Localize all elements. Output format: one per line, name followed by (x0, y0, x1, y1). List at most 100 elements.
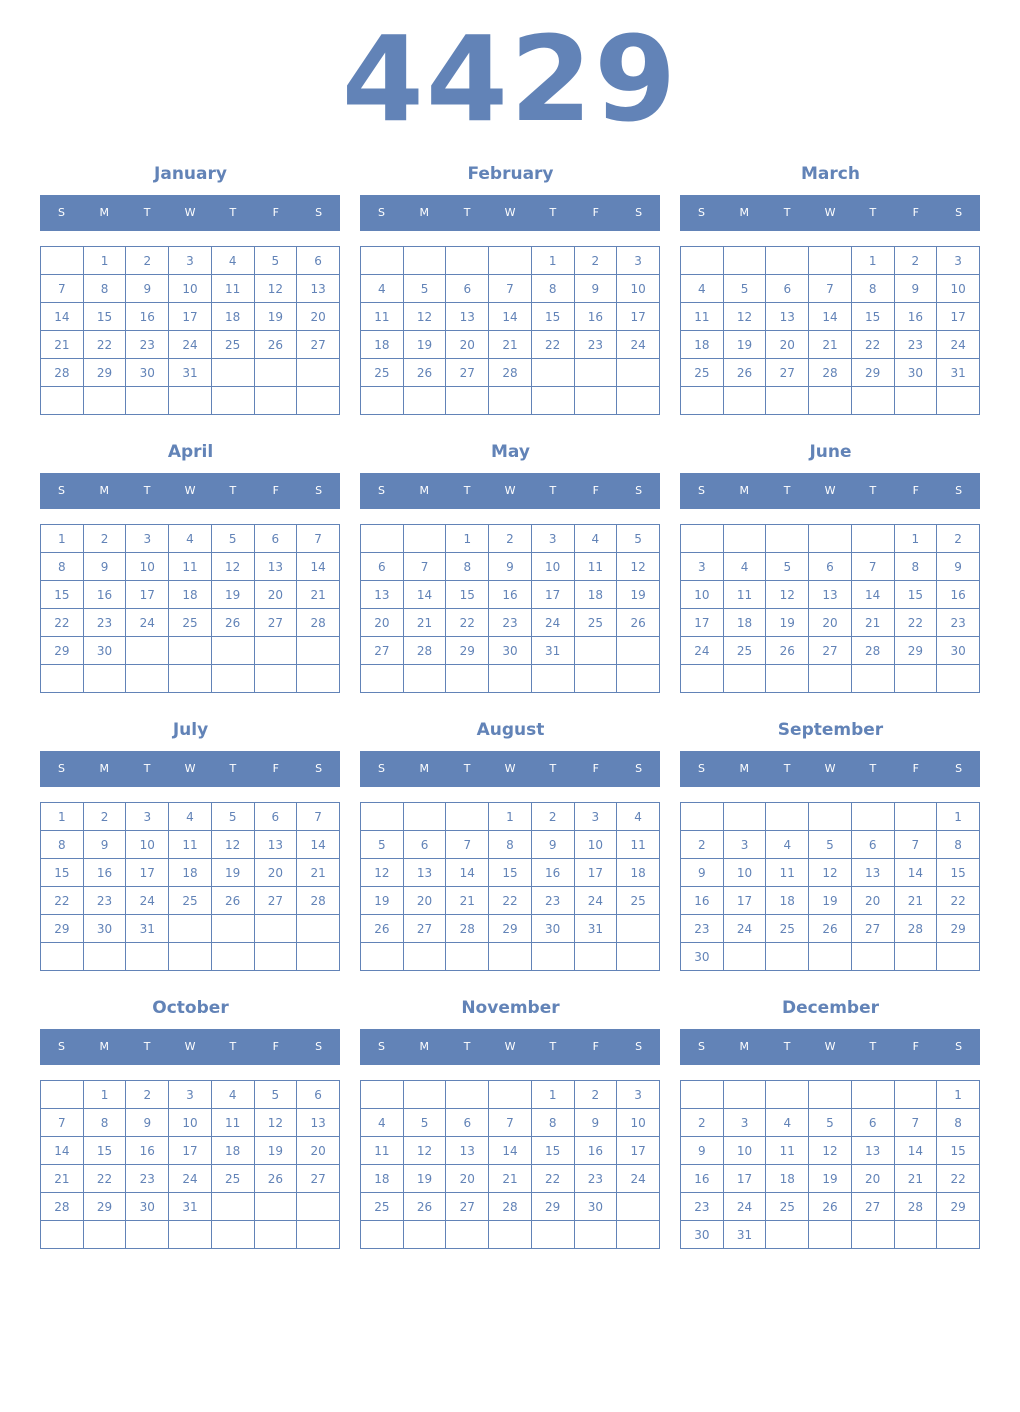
day-grid: 1 2 3 4 5 6 7 8 9 10 11 12 13 14 15 16 17 18 19 20 21 22 23 24 2… (40, 524, 340, 693)
weekday-label: M (419, 1040, 430, 1053)
day-cell (808, 1080, 852, 1109)
weekday-label: T (869, 1040, 877, 1053)
day-cell (530, 664, 575, 693)
day-cell: 8 (40, 830, 84, 859)
weekday-label: T (229, 1040, 237, 1053)
week-row: 21 22 23 24 25 26 27 (40, 1164, 340, 1193)
day-cell: 3 (936, 246, 980, 275)
weekday-label: S (955, 484, 963, 497)
day-cell (125, 636, 170, 665)
day-cell: 10 (616, 274, 660, 303)
day-cell: 5 (253, 1080, 298, 1109)
day-cell: 14 (40, 302, 84, 331)
day-cell: 7 (488, 1108, 532, 1137)
day-cell: 24 (722, 914, 767, 943)
day-cell (850, 942, 895, 971)
day-cell: 15 (936, 1136, 980, 1165)
week-row (40, 1220, 340, 1249)
day-cell: 27 (253, 886, 298, 915)
day-cell: 1 (82, 246, 127, 275)
day-grid: 1 2 3 4 5 6 7 8 9 10 11 12 13 14 15 16 17 18 19 20 21 22 23 24 2… (680, 802, 980, 971)
weekday-label: W (824, 484, 836, 497)
day-grid: 1 2 3 4 5 6 7 8 9 10 11 12 13 14 15 16 17 18 19 20 21 22 23 24 2… (360, 524, 660, 693)
day-cell: 2 (936, 524, 980, 553)
day-cell (210, 664, 255, 693)
weekday-label: T (783, 762, 791, 775)
day-cell: 7 (893, 1108, 938, 1137)
day-cell: 12 (360, 858, 404, 887)
day-cell: 21 (850, 608, 895, 637)
day-cell: 15 (488, 858, 532, 887)
weekday-label: T (143, 762, 151, 775)
day-cell: 21 (296, 858, 340, 887)
week-row: 4 5 6 7 8 9 10 (680, 274, 980, 303)
day-grid: 1 2 3 4 5 6 7 8 9 10 11 12 13 14 15 16 17 18 19 20 21 22 23 24 2… (40, 1080, 340, 1249)
day-cell: 1 (488, 802, 532, 831)
weekday-label: F (272, 206, 279, 219)
month-name: November (461, 998, 560, 1018)
day-cell: 5 (253, 246, 298, 275)
month-name: October (152, 998, 229, 1018)
day-cell: 29 (40, 636, 84, 665)
day-cell: 18 (360, 1164, 404, 1193)
day-cell: 1 (530, 246, 575, 275)
day-cell: 16 (680, 1164, 724, 1193)
day-cell: 26 (808, 1192, 852, 1221)
day-cell (722, 942, 767, 971)
week-row (40, 664, 340, 693)
day-cell (125, 386, 170, 415)
weekday-label: T (463, 1040, 471, 1053)
day-cell: 6 (808, 552, 852, 581)
week-row: 28 29 30 31 (40, 1192, 340, 1221)
week-row: 22 23 24 25 26 27 28 (40, 608, 340, 637)
day-cell (573, 1220, 618, 1249)
day-cell: 20 (765, 330, 810, 359)
day-cell: 17 (125, 858, 170, 887)
day-cell: 23 (680, 1192, 724, 1221)
day-cell: 17 (616, 1136, 660, 1165)
day-cell: 17 (530, 580, 575, 609)
day-cell (488, 246, 532, 275)
day-cell: 25 (360, 358, 404, 387)
day-cell: 26 (808, 914, 852, 943)
day-cell (210, 1192, 255, 1221)
day-grid: 1 2 3 4 5 6 7 8 9 10 11 12 13 14 15 16 17 18 19 20 21 22 23 24 2… (360, 246, 660, 415)
day-cell: 19 (402, 1164, 447, 1193)
day-cell (765, 664, 810, 693)
day-cell: 25 (168, 608, 212, 637)
day-cell (360, 942, 404, 971)
day-cell (210, 942, 255, 971)
day-cell: 2 (488, 524, 532, 553)
day-cell: 3 (680, 552, 724, 581)
week-row: 4 5 6 7 8 9 10 (360, 274, 660, 303)
weekday-label: T (143, 484, 151, 497)
day-cell: 11 (573, 552, 618, 581)
day-cell: 9 (530, 830, 575, 859)
day-cell: 3 (573, 802, 618, 831)
weekday-label: T (549, 762, 557, 775)
day-cell: 12 (402, 302, 447, 331)
week-row: 8 9 10 11 12 13 14 (40, 552, 340, 581)
day-cell: 5 (402, 1108, 447, 1137)
weekday-label: W (504, 206, 516, 219)
day-cell: 9 (680, 858, 724, 887)
day-cell: 5 (360, 830, 404, 859)
day-cell: 11 (722, 580, 767, 609)
day-cell: 13 (850, 858, 895, 887)
day-cell: 14 (40, 1136, 84, 1165)
month-name: March (801, 164, 860, 184)
day-cell: 8 (82, 1108, 127, 1137)
day-cell: 21 (40, 330, 84, 359)
day-cell (573, 664, 618, 693)
day-cell: 12 (210, 830, 255, 859)
day-cell: 21 (296, 580, 340, 609)
day-cell: 6 (296, 1080, 340, 1109)
weekday-label: S (315, 206, 323, 219)
week-row (40, 386, 340, 415)
day-cell: 14 (296, 830, 340, 859)
day-cell (616, 1220, 660, 1249)
day-cell: 3 (722, 1108, 767, 1137)
